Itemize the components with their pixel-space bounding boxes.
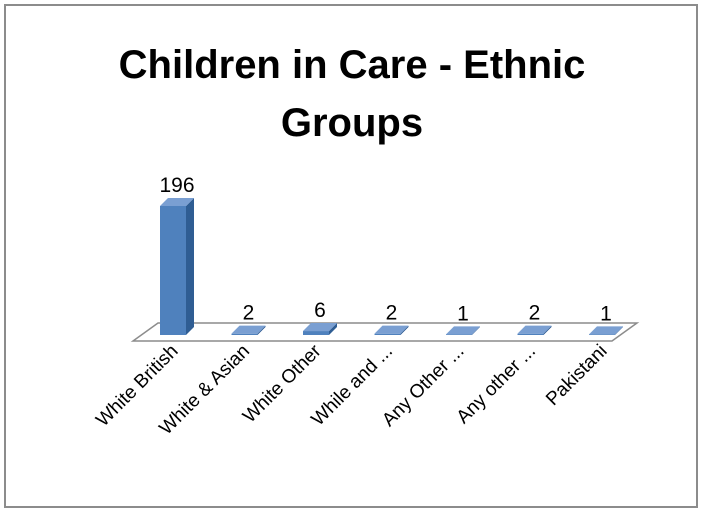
bar <box>231 325 266 335</box>
data-label: 196 <box>159 174 194 197</box>
bar-front-face <box>374 333 401 335</box>
chart-frame <box>4 4 698 508</box>
bar-top-face <box>589 326 623 335</box>
bar-top-face <box>517 325 552 334</box>
bar-front-face <box>589 334 615 335</box>
bar-side-face <box>329 323 337 335</box>
chart-title: Children in Care - Ethnic <box>118 43 586 87</box>
bar <box>589 326 623 335</box>
bar-top-face <box>160 198 194 206</box>
bar-side-face <box>257 325 266 335</box>
data-label: 2 <box>529 302 541 325</box>
data-label: 1 <box>457 302 469 325</box>
data-label: 2 <box>386 302 398 325</box>
bar-top-face <box>303 323 337 332</box>
category-label: Pakistani <box>542 341 611 410</box>
chart-title-line-2: Groups <box>280 101 424 145</box>
data-label: 6 <box>314 299 326 322</box>
data-label: 1 <box>600 302 612 325</box>
bar-front-face <box>231 333 258 335</box>
bar-top-face <box>374 325 409 334</box>
bar <box>303 323 337 335</box>
data-labels-group: 196 2 6 2 1 2 1 <box>159 174 611 325</box>
bar-side-face <box>472 326 480 335</box>
bar-side-face <box>615 326 623 335</box>
bar <box>160 198 194 335</box>
bar-side-face <box>400 325 409 335</box>
bar-side-face <box>186 198 194 335</box>
bar-top-face <box>231 325 266 334</box>
data-label: 2 <box>243 302 255 325</box>
bar <box>446 326 480 335</box>
bar-front-face <box>446 334 472 335</box>
bar-front-face <box>517 333 544 335</box>
bar <box>517 325 552 335</box>
bar-front-face <box>303 331 329 335</box>
bar-front-face <box>160 206 186 335</box>
bar-top-face <box>446 326 480 335</box>
bars-group <box>160 198 623 335</box>
bar-side-face <box>543 325 552 335</box>
bar <box>374 325 409 335</box>
